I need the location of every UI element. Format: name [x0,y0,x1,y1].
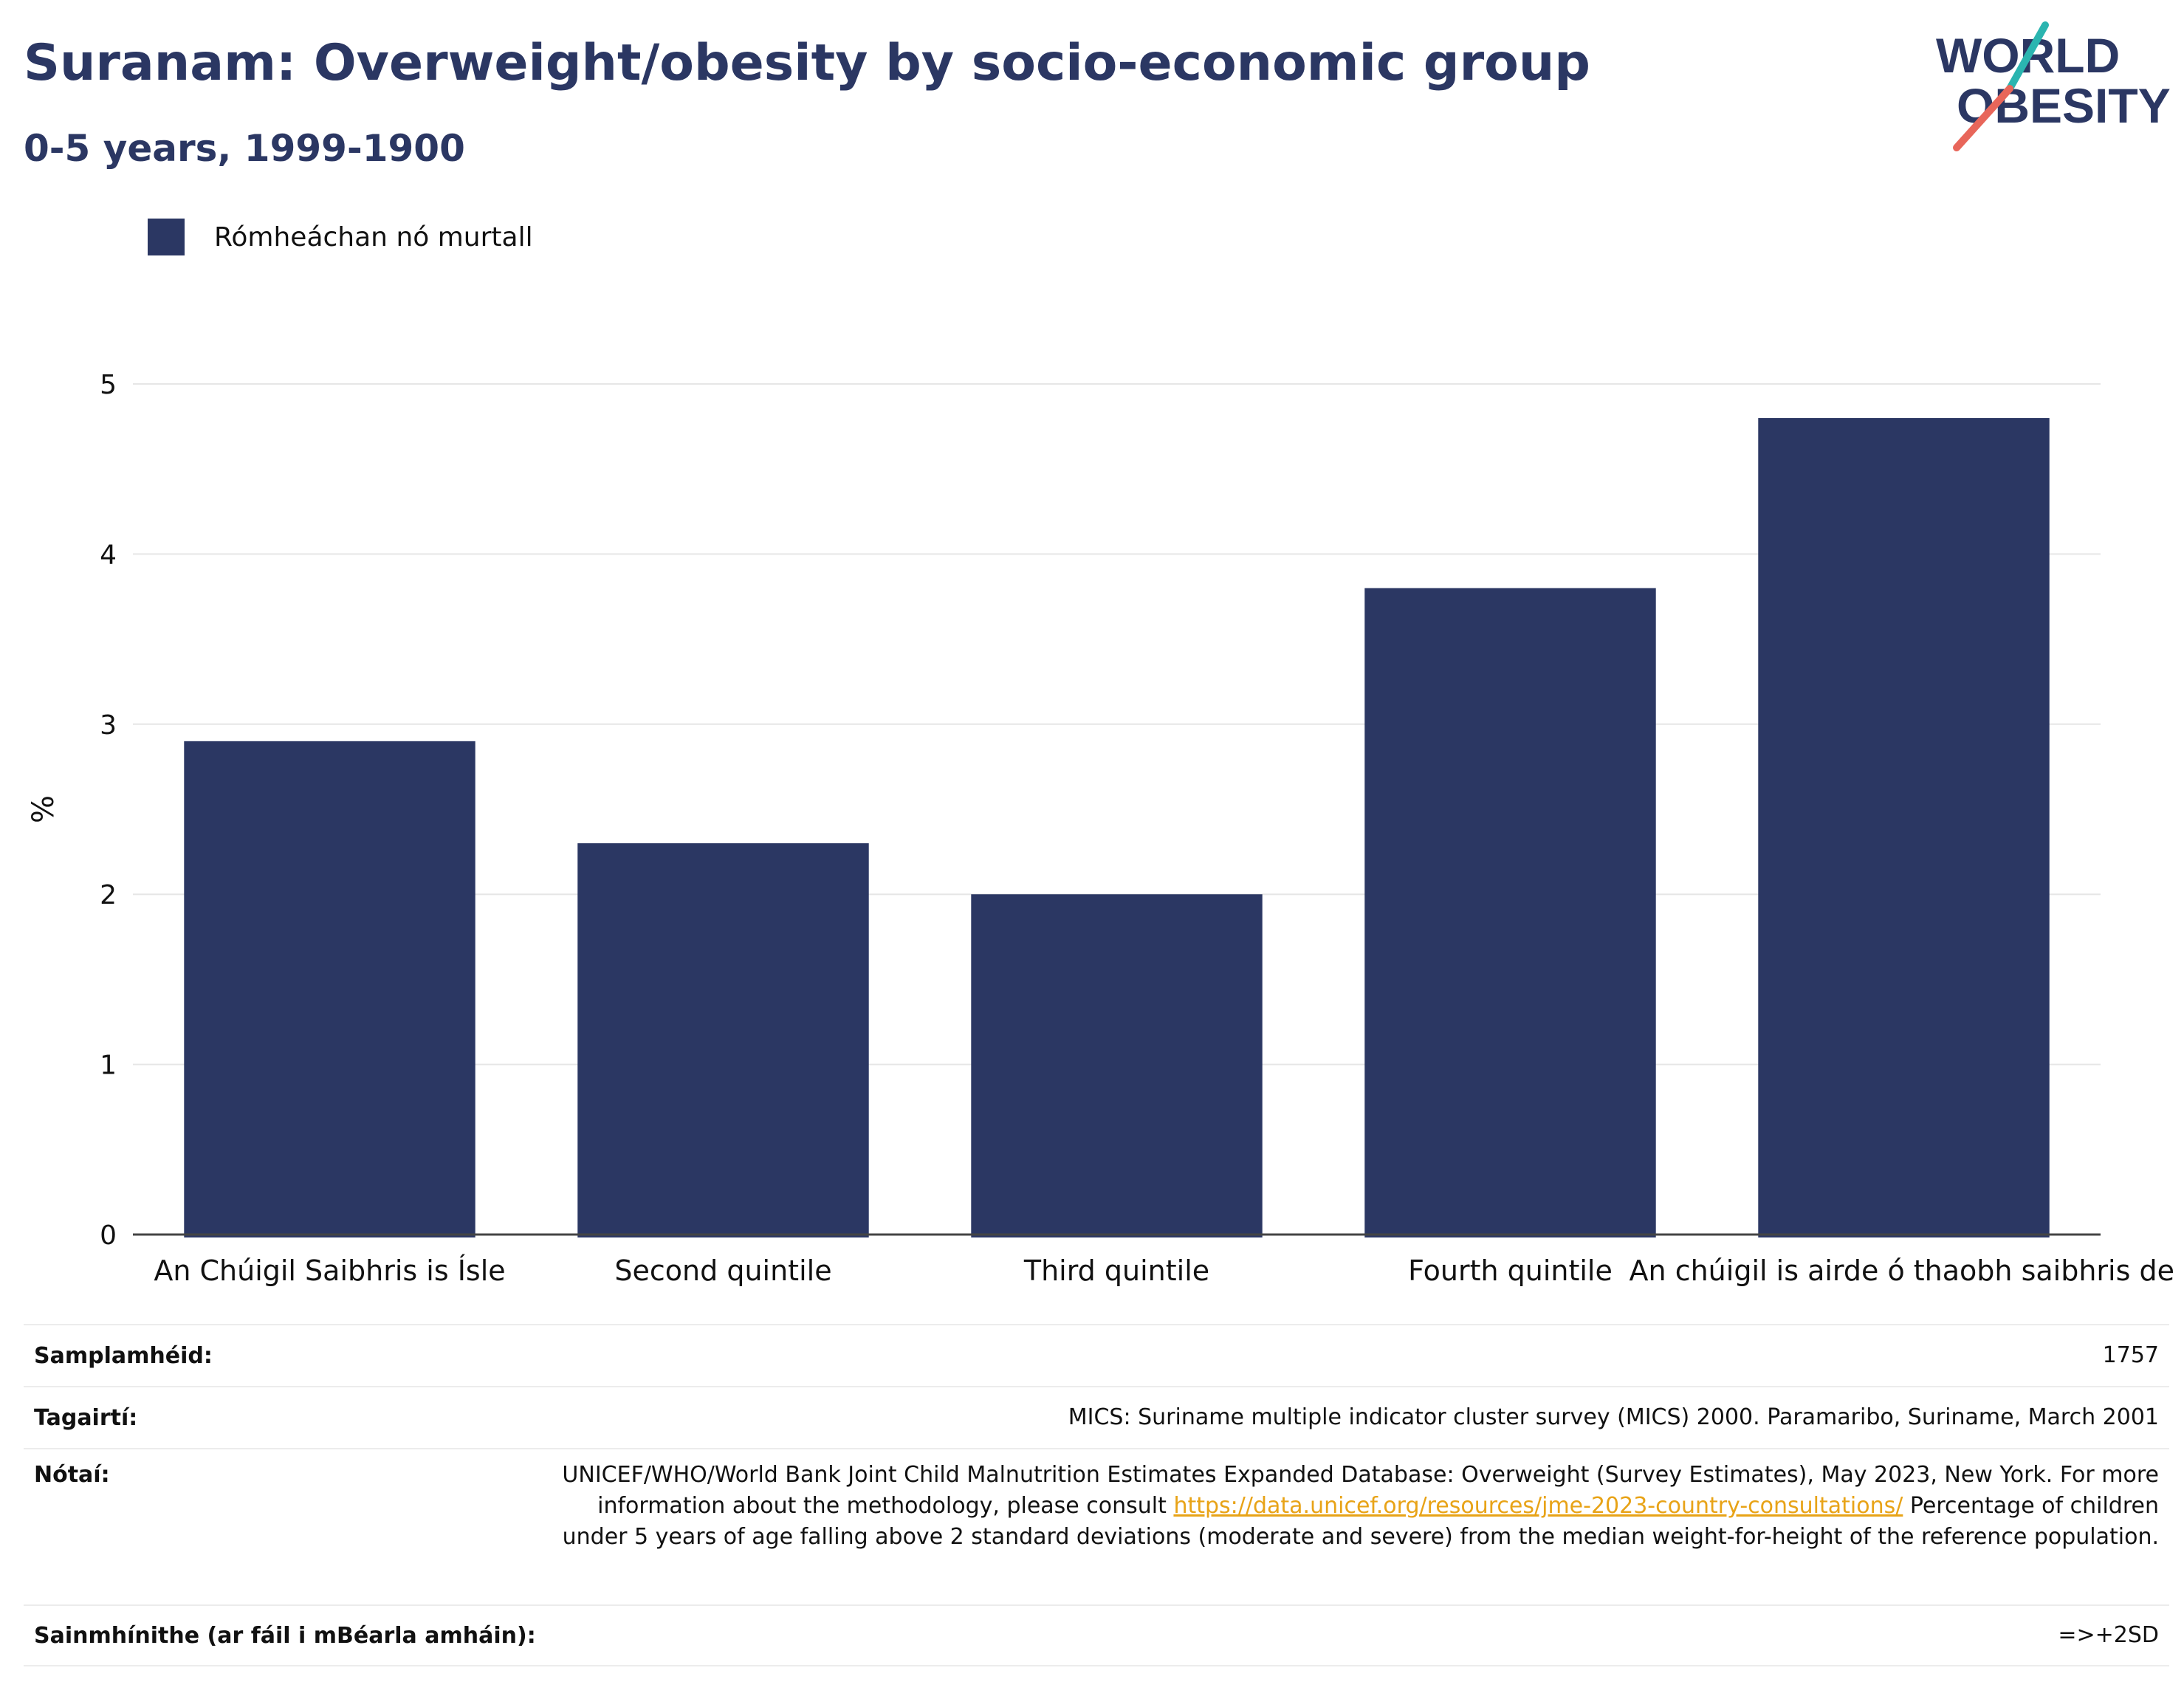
sample-size-value: 1757 [2102,1342,2159,1368]
notes-text-before: UNICEF/WHO/World Bank Joint Child Malnut… [562,1462,2159,1519]
bar [184,741,475,1237]
sample-size-row: Samplamhéid: 1757 [24,1324,2169,1386]
x-tick-label: An Chúigil Saibhris is Ísle [154,1254,505,1287]
world-obesity-logo: WORLD OBESITY [1936,21,2171,151]
definitions-label: Sainmhínithe (ar fáil i mBéarla amháin): [34,1622,536,1649]
legend-label: Rómheáchan nó murtall [214,222,533,253]
y-tick-label: 5 [100,370,117,400]
logo-slash-coral [1953,85,2013,151]
y-tick-label: 4 [100,540,117,570]
chart-subtitle: 0-5 years, 1999-1900 [24,127,465,170]
definitions-row: Sainmhínithe (ar fáil i mBéarla amháin):… [24,1604,2169,1666]
references-row: Tagairtí: MICS: Suriname multiple indica… [24,1386,2169,1448]
y-tick-label: 1 [100,1051,117,1081]
info-table: Samplamhéid: 1757 Tagairtí: MICS: Surina… [24,1324,2169,1666]
logo-slash-teal [2006,21,2049,92]
legend-swatch [148,219,185,255]
y-tick-label: 3 [100,710,117,741]
bar [577,843,869,1237]
y-tick-label: 0 [100,1220,117,1251]
sample-size-label: Samplamhéid: [34,1342,213,1369]
definitions-value: =>+2SD [2058,1622,2159,1648]
references-label: Tagairtí: [34,1404,138,1431]
notes-text-after: Percentage of children under 5 years of … [562,1493,2159,1550]
notes-link[interactable]: https://data.unicef.org/resources/jme-20… [1173,1493,1903,1519]
chart-legend: Rómheáchan nó murtall [148,219,533,255]
notes-row: Nótaí: UNICEF/WHO/World Bank Joint Child… [24,1448,2169,1604]
logo-line2: OBESITY [1957,78,2171,133]
bar [971,894,1263,1237]
notes-label: Nótaí: [34,1462,110,1488]
references-value: MICS: Suriname multiple indicator cluste… [1068,1404,2159,1430]
x-tick-label: Fourth quintile [1408,1254,1613,1287]
bar-chart: 0 1 2 3 4 5% An Chúigil Saibhris is Ísle Second… [27,370,2174,1287]
notes-value: UNICEF/WHO/World Bank Joint Child Malnut… [549,1460,2159,1553]
chart-title: Suranam: Overweight/obesity by socio-eco… [24,34,1590,92]
y-axis-label: % [27,795,61,823]
x-tick-label: Third quintile [1023,1254,1209,1287]
x-tick-label: Second quintile [614,1254,831,1287]
x-tick-label: An chúigil is airde ó thaobh saibhris de [1630,1254,2174,1287]
bar [1758,418,2050,1237]
y-tick-label: 2 [100,880,117,910]
bar [1364,588,1656,1237]
